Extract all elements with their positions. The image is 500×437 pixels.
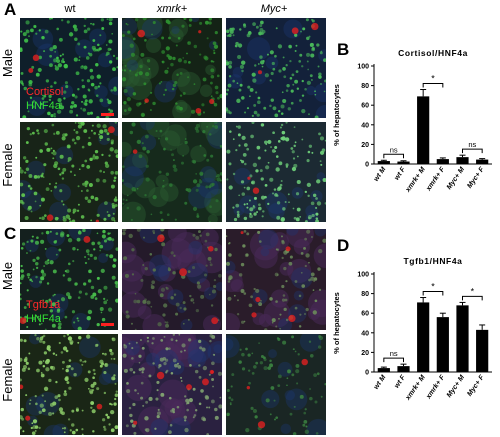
tgfb1-y-tick-label: 0 bbox=[365, 370, 369, 377]
cortisol-y-tick-label: 0 bbox=[365, 162, 369, 169]
row-label-female-top: Female bbox=[0, 143, 15, 187]
cortisol-significance-label: ns bbox=[468, 140, 476, 149]
panel-label-b: B bbox=[337, 40, 350, 59]
tgfb1-significance-bracket bbox=[383, 357, 404, 363]
tgfb1-bar bbox=[436, 317, 449, 372]
cortisol-significance-label: ns bbox=[390, 145, 398, 154]
cortisol-y-tick-label: 60 bbox=[361, 103, 369, 110]
cortisol-bar bbox=[397, 161, 410, 164]
tgfb1-y-tick-label: 20 bbox=[361, 350, 369, 357]
bar-chart-tgfb1: Tgfb1/HNF4a % of hepatocytes 0 20 40 60 80 100 w… bbox=[332, 256, 492, 402]
row-label-male-top: Male bbox=[0, 48, 15, 78]
tgfb1-bar bbox=[397, 366, 410, 372]
bar-chart-cortisol: Cortisol/HNF4a % of hepatocytes 0 20 40 60 80 1… bbox=[332, 48, 492, 194]
tgfb1-x-tick-label: Myc+ M bbox=[446, 374, 466, 399]
tgfb1-bar bbox=[377, 368, 390, 372]
cortisol-y-tick-label: 40 bbox=[361, 122, 369, 129]
cortisol-x-tick-label: wt F bbox=[393, 166, 407, 182]
tgfb1-significance-label: ns bbox=[390, 349, 398, 358]
micrograph-c-myc-male bbox=[226, 229, 326, 330]
stain-label-tgfb1a: Tgfb1a bbox=[26, 299, 61, 311]
micrograph-a-myc-female bbox=[226, 122, 326, 222]
cortisol-bar bbox=[377, 161, 390, 164]
tgfb1-significance-bracket bbox=[422, 291, 444, 296]
cortisol-bar bbox=[456, 157, 469, 164]
cortisol-significance-bracket bbox=[383, 153, 404, 159]
tgfb1-bar bbox=[417, 302, 430, 372]
cortisol-x-tick-label: wt M bbox=[373, 166, 388, 183]
tgfb1-significance-bracket bbox=[462, 295, 483, 301]
column-header-wt: wt bbox=[64, 3, 76, 15]
panel-label-a: A bbox=[4, 0, 17, 19]
micrograph-a-wt-female bbox=[20, 122, 118, 222]
tgfb1-x-tick-label: Myc+ F bbox=[466, 374, 486, 398]
row-label-female-bottom: Female bbox=[0, 358, 15, 402]
row-label-male-bottom: Male bbox=[0, 261, 15, 291]
cortisol-bar bbox=[476, 159, 489, 164]
tgfb1-y-tick-label: 80 bbox=[361, 291, 369, 298]
cortisol-significance-bracket bbox=[462, 148, 483, 154]
micrograph-a-xmrk-female bbox=[122, 122, 222, 222]
cortisol-y-tick-label: 20 bbox=[361, 142, 369, 149]
cortisol-y-tick-label: 80 bbox=[361, 83, 369, 90]
tgfb1-x-tick-label: xmrk+ M bbox=[404, 374, 427, 402]
tgfb1-x-tick-label: xmrk+ F bbox=[425, 374, 447, 402]
cortisol-significance-label: * bbox=[431, 74, 435, 84]
micrograph-a-wt-male bbox=[20, 18, 118, 118]
tgfb1-significance-label: * bbox=[471, 286, 475, 296]
micrograph-c-wt-male bbox=[20, 229, 118, 330]
cortisol-x-tick-label: xmrk+ M bbox=[404, 166, 427, 194]
tgfb1-x-tick-label: wt M bbox=[373, 374, 388, 391]
panel-label-c: C bbox=[4, 224, 17, 243]
panel-label-d: D bbox=[337, 236, 350, 255]
scale-bar-bottom bbox=[101, 323, 114, 326]
tgfb1-y-tick-label: 40 bbox=[361, 330, 369, 337]
micrograph-a-myc-male bbox=[226, 18, 326, 118]
scale-bar-top bbox=[101, 113, 114, 116]
cortisol-x-tick-label: Myc+ F bbox=[466, 166, 486, 190]
tgfb1-bar bbox=[456, 305, 469, 372]
cortisol-y-axis-label: % of hepatocytes bbox=[332, 84, 341, 146]
stain-label-hnf4a-top: HNF4a bbox=[26, 100, 61, 112]
tgfb1-y-tick-label: 60 bbox=[361, 311, 369, 318]
micrograph-c-wt-female bbox=[20, 334, 118, 435]
tgfb1-y-axis-label: % of hepatocytes bbox=[332, 292, 341, 354]
tgfb1-chart-title: Tgfb1/HNF4a bbox=[403, 256, 462, 266]
micrograph-c-myc-female bbox=[226, 334, 326, 435]
column-header-xmrk: xmrk+ bbox=[156, 3, 188, 15]
cortisol-bar bbox=[436, 159, 449, 164]
cortisol-x-tick-label: Myc+ M bbox=[446, 166, 466, 191]
cortisol-x-tick-label: xmrk+ F bbox=[425, 166, 447, 194]
stain-label-hnf4a-bottom: HNF4a bbox=[26, 313, 61, 325]
stain-label-cortisol: Cortisol bbox=[26, 86, 64, 98]
tgfb1-significance-label: * bbox=[431, 282, 435, 292]
cortisol-chart-title: Cortisol/HNF4a bbox=[398, 48, 468, 58]
micrograph-a-xmrk-male bbox=[122, 18, 222, 118]
cortisol-bar bbox=[417, 96, 430, 164]
tgfb1-y-tick-label: 100 bbox=[357, 272, 369, 279]
tgfb1-bar bbox=[476, 329, 489, 372]
cortisol-y-tick-label: 100 bbox=[357, 64, 369, 71]
micrograph-c-xmrk-female bbox=[122, 334, 222, 435]
cortisol-significance-bracket bbox=[422, 83, 444, 88]
column-header-myc: Myc+ bbox=[260, 3, 288, 15]
tgfb1-x-tick-label: wt F bbox=[393, 374, 407, 390]
micrograph-c-xmrk-male bbox=[122, 229, 222, 330]
